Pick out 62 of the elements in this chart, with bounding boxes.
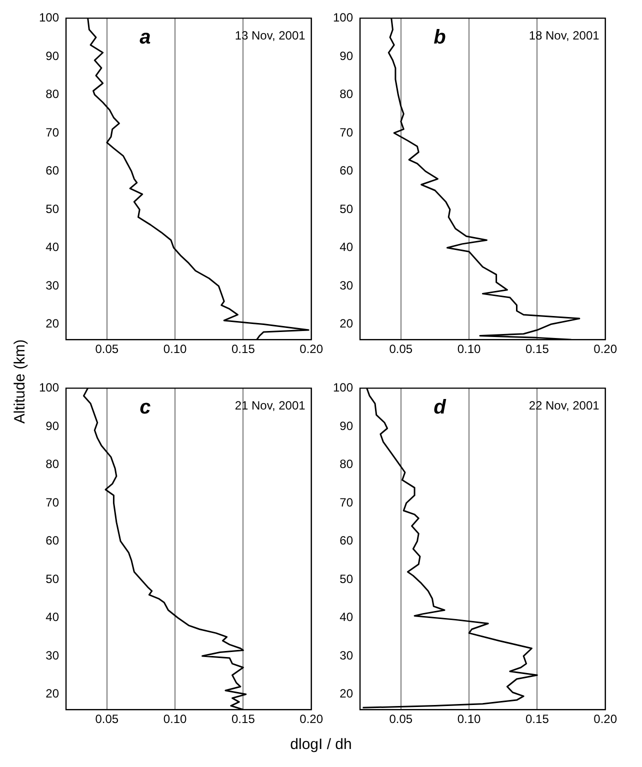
annotation: b	[434, 26, 446, 49]
y-tick-label: 40	[340, 240, 354, 254]
y-tick-label: 40	[46, 610, 60, 624]
y-tick-label: 90	[340, 48, 354, 63]
x-tick-label: 0.20	[300, 712, 324, 726]
y-axis-title: Altitude (km)	[12, 338, 28, 426]
y-tick-label: 80	[340, 457, 354, 472]
y-tick-label: 30	[340, 278, 354, 292]
x-tick-label: 0.15	[232, 712, 256, 726]
x-tick-label: 0.05	[95, 342, 119, 356]
y-tick-label: 20	[340, 316, 354, 331]
annotation: 13 Nov, 2001	[234, 28, 306, 43]
annotation: 18 Nov, 2001	[528, 28, 600, 43]
x-tick-label: 0.10	[457, 712, 482, 726]
x-tick-label: 0.05	[389, 342, 413, 356]
x-tick-label: 0.20	[594, 342, 618, 356]
y-tick-label: 100	[332, 380, 354, 395]
y-tick-label: 90	[46, 48, 60, 63]
y-tick-label: 70	[46, 495, 60, 510]
y-tick-label: 100	[38, 380, 60, 395]
annotation: 21 Nov, 2001	[234, 398, 306, 413]
y-tick-label: 20	[46, 686, 60, 701]
y-tick-label: 90	[46, 418, 60, 433]
y-tick-label: 40	[46, 240, 60, 254]
y-tick-label: 60	[46, 534, 60, 548]
y-tick-label: 50	[46, 202, 60, 216]
x-tick-label: 0.15	[232, 342, 256, 356]
y-tick-label: 50	[46, 572, 60, 586]
x-tick-label: 0.10	[163, 342, 188, 356]
x-tick-label: 0.05	[95, 712, 119, 726]
annotation: c	[140, 396, 151, 419]
x-tick-label: 0.15	[526, 342, 550, 356]
y-tick-label: 20	[340, 686, 354, 701]
y-tick-label: 100	[332, 10, 354, 25]
y-tick-label: 50	[340, 202, 354, 216]
annotation: d	[434, 396, 447, 419]
y-tick-label: 60	[340, 534, 354, 548]
y-tick-label: 40	[340, 610, 354, 624]
y-tick-label: 80	[46, 457, 60, 472]
y-tick-label: 90	[340, 418, 354, 433]
x-tick-label: 0.10	[163, 712, 188, 726]
x-tick-label: 0.20	[594, 712, 618, 726]
y-tick-label: 60	[46, 164, 60, 178]
annotation: a	[140, 26, 151, 49]
y-tick-label: 30	[340, 648, 354, 662]
y-tick-label: 80	[46, 87, 60, 102]
y-tick-label: 20	[46, 316, 60, 331]
y-tick-label: 50	[340, 572, 354, 586]
y-tick-label: 80	[340, 87, 354, 102]
x-tick-label: 0.20	[300, 342, 324, 356]
y-tick-label: 70	[340, 125, 354, 140]
y-tick-label: 30	[46, 648, 60, 662]
x-tick-label: 0.15	[526, 712, 550, 726]
annotation: 22 Nov, 2001	[528, 398, 600, 413]
y-tick-label: 70	[340, 495, 354, 510]
y-tick-label: 70	[46, 125, 60, 140]
y-tick-label: 30	[46, 278, 60, 292]
x-axis-title: dlogI / dh	[289, 736, 353, 753]
y-tick-label: 100	[38, 10, 60, 25]
x-tick-label: 0.10	[457, 342, 482, 356]
x-tick-label: 0.05	[389, 712, 413, 726]
y-tick-label: 60	[340, 164, 354, 178]
